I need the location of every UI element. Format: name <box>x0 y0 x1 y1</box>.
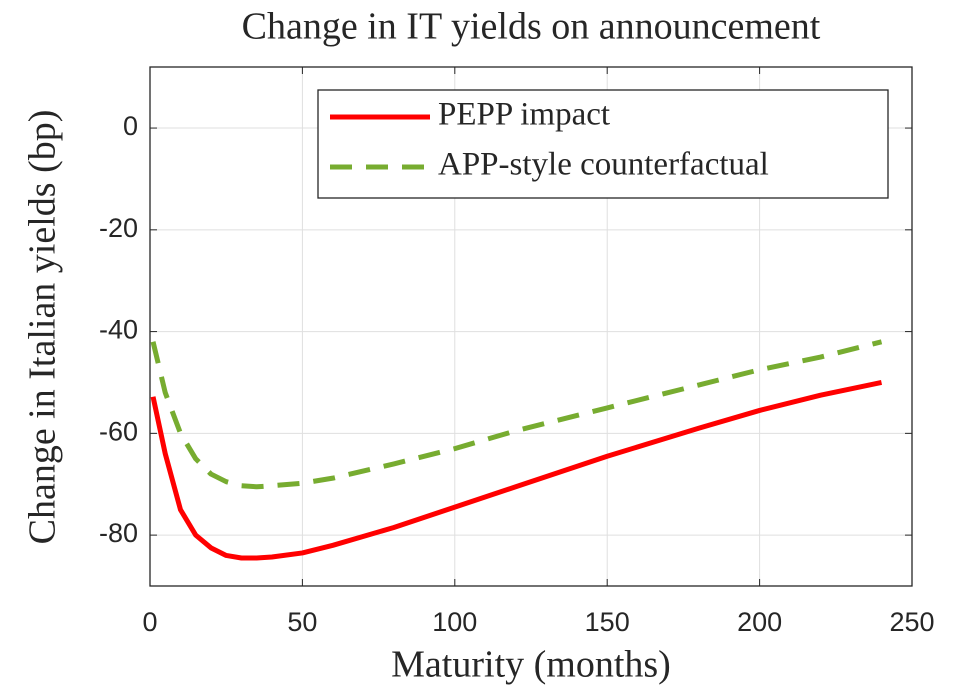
axes-box <box>149 66 913 587</box>
x-tick-label: 0 <box>142 607 157 637</box>
legend-label: PEPP impact <box>438 97 610 133</box>
x-tick-label: 200 <box>737 607 782 637</box>
x-tick-label: 50 <box>287 607 317 637</box>
data-line <box>150 380 883 561</box>
y-tick-label: -40 <box>99 315 138 345</box>
legend-label: APP-style counterfactual <box>438 147 769 183</box>
y-tick-label: -20 <box>99 213 138 243</box>
legend-box <box>317 89 889 199</box>
x-tick-label: 250 <box>889 607 934 637</box>
y-axis-label: Change in Italian yields (bp) <box>22 110 64 545</box>
data-line <box>150 339 883 490</box>
y-tick-label: 0 <box>123 111 138 141</box>
x-axis-label: Maturity (months) <box>391 644 671 686</box>
y-tick-label: -60 <box>99 416 138 446</box>
chart-title: Change in IT yields on announcement <box>242 6 821 48</box>
x-tick-label: 100 <box>432 607 477 637</box>
y-tick-label: -80 <box>99 518 138 548</box>
x-tick-label: 150 <box>585 607 630 637</box>
